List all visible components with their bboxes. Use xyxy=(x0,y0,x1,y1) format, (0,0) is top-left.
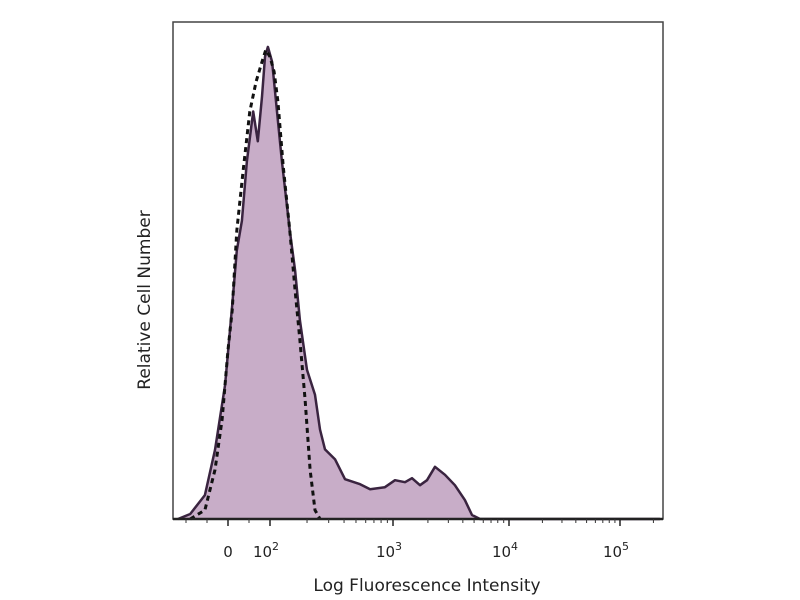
x-tick-exponent-1: 2 xyxy=(272,540,279,553)
histogram-dashed-line-1 xyxy=(189,46,322,521)
x-tick-label-2: 103 xyxy=(376,540,402,561)
x-tick-label-0: 0 xyxy=(223,543,233,561)
x-tick-label-1: 102 xyxy=(253,540,279,561)
x-tick-label-4: 105 xyxy=(603,540,629,561)
x-tick-exponent-4: 5 xyxy=(622,540,629,553)
x-axis-title: Log Fluorescence Intensity xyxy=(313,576,540,596)
x-tick-exponent-3: 4 xyxy=(511,540,518,553)
histogram-line-0 xyxy=(177,45,660,521)
x-tick-exponent-2: 3 xyxy=(395,540,402,553)
x-tick-label-3: 104 xyxy=(492,540,518,561)
histogram-fill-0 xyxy=(178,46,660,520)
y-axis-title: Relative Cell Number xyxy=(135,210,155,389)
